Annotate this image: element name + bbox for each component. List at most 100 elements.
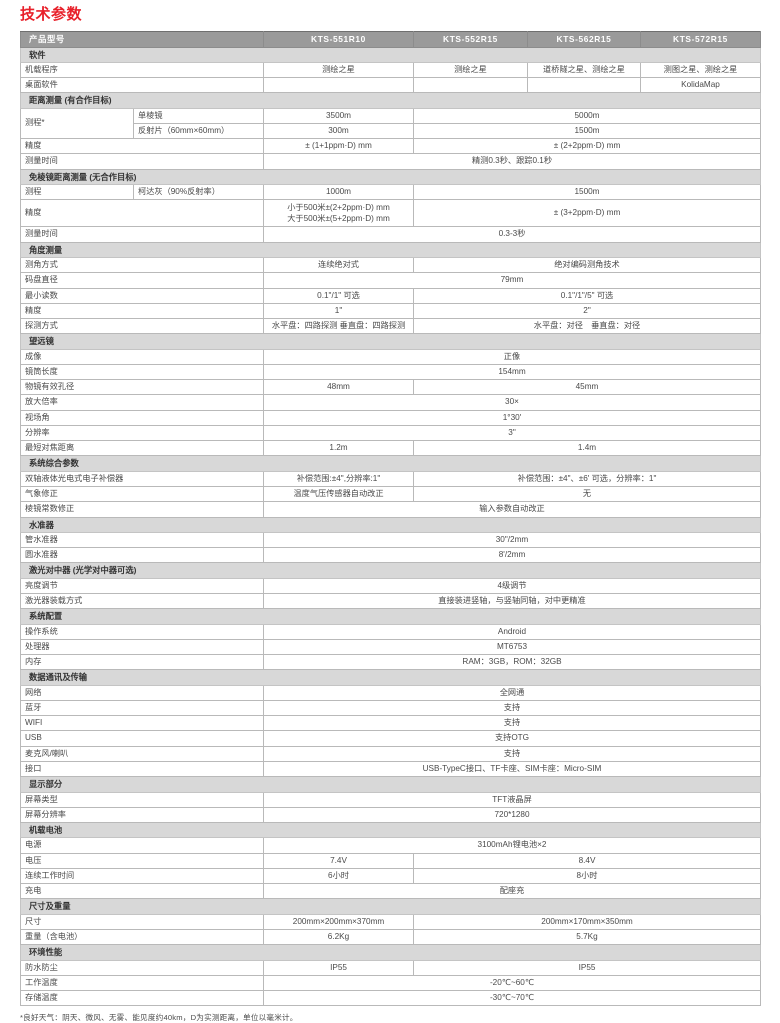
- section-header-environment: 环境性能: [20, 944, 761, 961]
- row-label: 操作系统: [20, 623, 264, 640]
- section-header-angle: 角度测量: [20, 241, 761, 259]
- row-value: 绝对编码测角技术: [413, 257, 761, 274]
- row-label: 网络: [20, 684, 264, 701]
- table-row: 内存 RAM：3GB，ROM：32GB: [20, 654, 761, 671]
- row-value: Android: [263, 623, 761, 640]
- table-row: 屏幕类型 TFT液晶屏: [20, 791, 761, 808]
- row-value: 道桥隧之星、测绘之星: [527, 61, 641, 79]
- row-value: 5000m: [413, 107, 761, 124]
- section-title: 望远镜: [20, 333, 761, 350]
- row-value: 2": [413, 302, 761, 320]
- table-row: 管水准器 30"/2mm: [20, 531, 761, 549]
- row-value: 300m: [263, 122, 414, 140]
- table-row: WIFI 支持: [20, 715, 761, 732]
- row-label: 视场角: [20, 409, 264, 426]
- section-title: 角度测量: [20, 241, 761, 259]
- table-row: 测程* 单棱镜 3500m 5000m: [20, 107, 761, 140]
- table-header-row: 产品型号 KTS-551R10 KTS-552R15 KTS-562R15 KT…: [20, 31, 761, 48]
- row-value: 输入参数自动改正: [263, 501, 761, 518]
- row-label: 测角方式: [20, 257, 264, 274]
- table-row: 处理器 MT6753: [20, 638, 761, 656]
- row-label: 接口: [20, 760, 264, 778]
- row-value: 7.4V: [263, 852, 414, 869]
- table-row: 蓝牙 支持: [20, 699, 761, 717]
- row-label: 屏幕类型: [20, 791, 264, 808]
- header-model-3: KTS-562R15: [527, 31, 641, 48]
- section-header-level: 水准器: [20, 516, 761, 533]
- row-value: 0.3-3秒: [263, 226, 761, 243]
- row-value: 直接装进竖轴，与竖轴同轴，对中更精准: [263, 592, 761, 610]
- row-value: KolidaMap: [640, 77, 761, 94]
- row-value: MT6753: [263, 638, 761, 656]
- row-label: 放大倍率: [20, 394, 264, 411]
- row-value: 4级调节: [263, 577, 761, 595]
- row-value: 30×: [263, 394, 761, 411]
- row-label: 测程: [20, 184, 134, 201]
- section-header-dimensions: 尺寸及重量: [20, 898, 761, 915]
- table-row: 探测方式 水平盘：四路探测 垂直盘：四路探测 水平盘：对径 垂直盘：对径: [20, 318, 761, 335]
- row-value: 8'/2mm: [263, 547, 761, 564]
- table-row: 物镜有效孔径 48mm 45mm: [20, 379, 761, 396]
- table-row: 测量时间 精测0.3秒、跟踪0.1秒: [20, 153, 761, 170]
- row-label: 处理器: [20, 638, 264, 656]
- section-header-display: 显示部分: [20, 776, 761, 793]
- row-label: 充电: [20, 883, 264, 900]
- table-row: 最短对焦距离 1.2m 1.4m: [20, 440, 761, 457]
- header-label: 产品型号: [20, 31, 264, 48]
- row-value: 正像: [263, 348, 761, 365]
- row-label: 最小读数: [20, 287, 264, 304]
- row-value: 79mm: [263, 272, 761, 289]
- row-value: TFT液晶屏: [263, 791, 761, 808]
- row-value: 全网通: [263, 684, 761, 701]
- row-value: [527, 77, 641, 94]
- table-row: 接口 USB-TypeC接口、TF卡座、SIM卡座：Micro-SIM: [20, 760, 761, 778]
- section-title: 免棱镜距离测量 (无合作目标): [20, 168, 761, 186]
- row-label: 镜筒长度: [20, 363, 264, 381]
- table-row: 放大倍率 30×: [20, 394, 761, 411]
- row-value: 200mm×170mm×350mm: [413, 913, 761, 931]
- header-model-2: KTS-552R15: [413, 31, 528, 48]
- row-value: 1.4m: [413, 440, 761, 457]
- row-value: 测绘之星: [263, 61, 414, 79]
- row-label: 防水防尘: [20, 959, 264, 976]
- section-header-data-comm: 数据通讯及传输: [20, 669, 761, 686]
- section-header-software: 软件: [20, 46, 761, 63]
- row-value: 配座充: [263, 883, 761, 900]
- table-row: 分辨率 3": [20, 424, 761, 442]
- row-label: 重量（含电池）: [20, 929, 264, 946]
- row-label: WIFI: [20, 715, 264, 732]
- table-row: 精度 小于500米±(2+2ppm·D) mm 大于500米±(5+2ppm·D…: [20, 199, 761, 228]
- table-row: 麦克风/喇叭 支持: [20, 745, 761, 762]
- row-value: 3500m: [263, 107, 414, 124]
- row-value: 测绘之星: [413, 61, 528, 79]
- row-label: 屏幕分辨率: [20, 806, 264, 824]
- table-row: 精度 ± (1+1ppm·D) mm ± (2+2ppm·D) mm: [20, 138, 761, 155]
- spec-page: 技术参数 产品型号 KTS-551R10 KTS-552R15 KTS-562R…: [20, 6, 761, 1022]
- section-title: 尺寸及重量: [20, 898, 761, 915]
- row-label: 圆水准器: [20, 547, 264, 564]
- row-value: 0.1"/1"/5" 可选: [413, 287, 761, 304]
- table-row: 棱镜常数修正 输入参数自动改正: [20, 501, 761, 518]
- row-value: 1000m: [263, 184, 414, 201]
- row-value: 3": [263, 424, 761, 442]
- section-header-system-params: 系统综合参数: [20, 455, 761, 472]
- row-value: 6小时: [263, 867, 414, 885]
- row-label: 测量时间: [20, 226, 264, 243]
- section-title: 系统配置: [20, 608, 761, 625]
- row-value: 1°30': [263, 409, 761, 426]
- section-title: 激光对中器 (光学对中器可选): [20, 562, 761, 579]
- row-value: ± (1+1ppm·D) mm: [263, 138, 414, 155]
- row-value: 连续绝对式: [263, 257, 414, 274]
- row-value: 5.7Kg: [413, 929, 761, 946]
- page-title: 技术参数: [20, 6, 83, 23]
- table-row: 激光器装载方式 直接装进竖轴，与竖轴同轴，对中更精准: [20, 592, 761, 610]
- table-row: USB 支持OTG: [20, 730, 761, 747]
- row-label: 蓝牙: [20, 699, 264, 717]
- section-title: 系统综合参数: [20, 455, 761, 472]
- row-value: 测图之星、测绘之星: [640, 61, 761, 79]
- table-row: 测角方式 连续绝对式 绝对编码测角技术: [20, 257, 761, 274]
- row-value: 8小时: [413, 867, 761, 885]
- table-row: 镜筒长度 154mm: [20, 363, 761, 381]
- table-row: 测程 柯达灰（90%反射率） 1000m 1500m: [20, 184, 761, 201]
- row-value: 小于500米±(2+2ppm·D) mm 大于500米±(5+2ppm·D) m…: [263, 199, 414, 228]
